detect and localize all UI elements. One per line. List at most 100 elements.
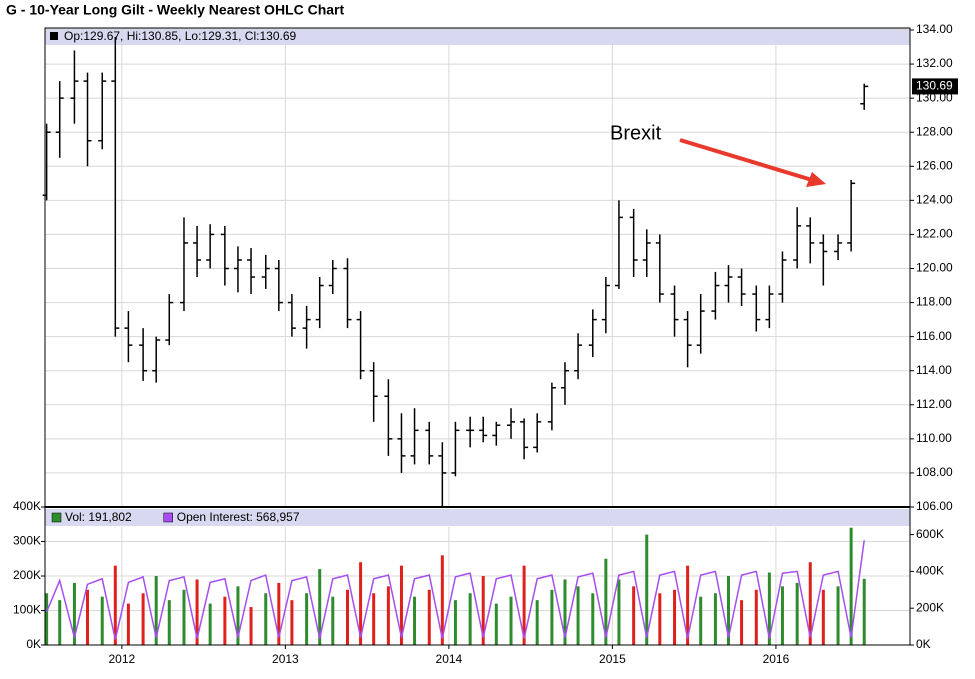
open-interest-line [45, 540, 865, 640]
y-tick-label: 300K [13, 534, 41, 548]
y-tick-label: 116.00 [916, 329, 952, 343]
volume-bar [726, 576, 730, 645]
y-tick-label: 118.00 [916, 295, 952, 309]
volume-bar [754, 589, 758, 645]
volume-bar [195, 579, 199, 645]
x-tick-label: 2013 [272, 652, 299, 666]
volume-bar [72, 582, 76, 645]
x-tick-label: 2012 [109, 652, 136, 666]
volume-bar [563, 579, 567, 645]
y-tick-label: 122.00 [916, 227, 953, 241]
last-price-box [912, 78, 958, 95]
volume-bar [658, 593, 662, 645]
volume-bar [277, 582, 281, 645]
volume-bar [767, 572, 771, 645]
y-tick-label: 0K [26, 637, 41, 651]
volume-bar [413, 596, 417, 645]
volume-bar [249, 607, 253, 645]
volume-bar [673, 589, 677, 645]
volume-bar [182, 589, 186, 645]
volume-bar [126, 603, 130, 645]
volume-bar [359, 562, 363, 645]
volume-bar [740, 600, 744, 645]
volume-bar [100, 596, 104, 645]
y-tick-label: 108.00 [916, 465, 953, 479]
volume-bar [699, 596, 703, 645]
volume-bar [795, 582, 799, 645]
volume-bar [645, 534, 649, 645]
legend-label: Vol: 191,802 [65, 510, 132, 524]
volume-info-bar [45, 509, 910, 526]
volume-bar [632, 586, 636, 645]
volume-bar [808, 562, 812, 645]
annotation: Brexit [610, 122, 662, 144]
annotation-arrow [679, 138, 813, 182]
volume-bar [849, 527, 853, 645]
volume-bar [223, 596, 227, 645]
info-text: Op:129.67, Hi:130.85, Lo:129.31, Cl:130.… [64, 29, 296, 43]
y-tick-label: 124.00 [916, 193, 953, 207]
volume-bar [494, 603, 498, 645]
y-tick-label: 200K [13, 568, 41, 582]
y-tick-label: 126.00 [916, 158, 953, 172]
volume-bar [141, 593, 145, 645]
y2-tick-label: 0K [916, 637, 931, 651]
volume-bar [318, 569, 322, 645]
volume-bar [86, 589, 90, 645]
volume-bar [440, 555, 444, 645]
last-price-label: 130.69 [916, 79, 953, 93]
volume-bar [331, 596, 335, 645]
volume-bar [386, 586, 390, 645]
volume-bar [167, 600, 171, 645]
legend-swatch [51, 512, 62, 523]
volume-bar [481, 576, 485, 645]
y-tick-label: 114.00 [916, 363, 952, 377]
volume-bar [58, 600, 62, 645]
y-tick-label: 134.00 [916, 22, 953, 36]
volume-bar [290, 600, 294, 645]
volume-bar [236, 586, 240, 645]
marks [42, 36, 869, 645]
volume-bar [399, 565, 403, 645]
y2-tick-label: 600K [916, 527, 944, 541]
x-tick-label: 2015 [599, 652, 626, 666]
volume-bar [372, 593, 376, 645]
legend-swatch [163, 512, 173, 523]
volume-bar [427, 589, 431, 645]
volume-bar [780, 586, 784, 645]
y-tick-label: 128.00 [916, 124, 953, 138]
y-tick-label: 400K [13, 499, 41, 513]
volume-bar [535, 600, 539, 645]
x-tick-label: 2014 [436, 652, 463, 666]
y-tick-label: 120.00 [916, 261, 953, 275]
volume-bar [113, 565, 117, 645]
volume-bar [346, 589, 350, 645]
legend-label: Open Interest: 568,957 [177, 510, 300, 524]
annotation-arrowhead [806, 172, 826, 187]
volume-bar [862, 578, 866, 645]
volume-bar [453, 600, 457, 645]
y-tick-label: 100K [13, 603, 41, 617]
volume-bar [821, 589, 825, 645]
volume-bar [468, 593, 472, 645]
volume-bar [264, 593, 268, 645]
volume-bar [305, 593, 309, 645]
volume-bar [713, 593, 717, 645]
volume-bar [591, 593, 595, 645]
volume-bar [208, 603, 212, 645]
y2-tick-label: 400K [916, 564, 944, 578]
volume-bar [604, 558, 608, 645]
volume-bar [836, 586, 840, 645]
chart-title: G - 10-Year Long Gilt - Weekly Nearest O… [6, 2, 344, 18]
y-tick-label: 106.00 [916, 499, 953, 513]
y-tick-label: 112.00 [916, 397, 952, 411]
volume-bar [509, 596, 513, 645]
info-bar [45, 28, 910, 45]
volume-bar [550, 589, 554, 645]
volume-bar [686, 565, 690, 645]
volume-bar [522, 565, 526, 645]
y-tick-label: 132.00 [916, 56, 953, 70]
y2-tick-label: 200K [916, 600, 944, 614]
volume-bar [45, 593, 49, 645]
